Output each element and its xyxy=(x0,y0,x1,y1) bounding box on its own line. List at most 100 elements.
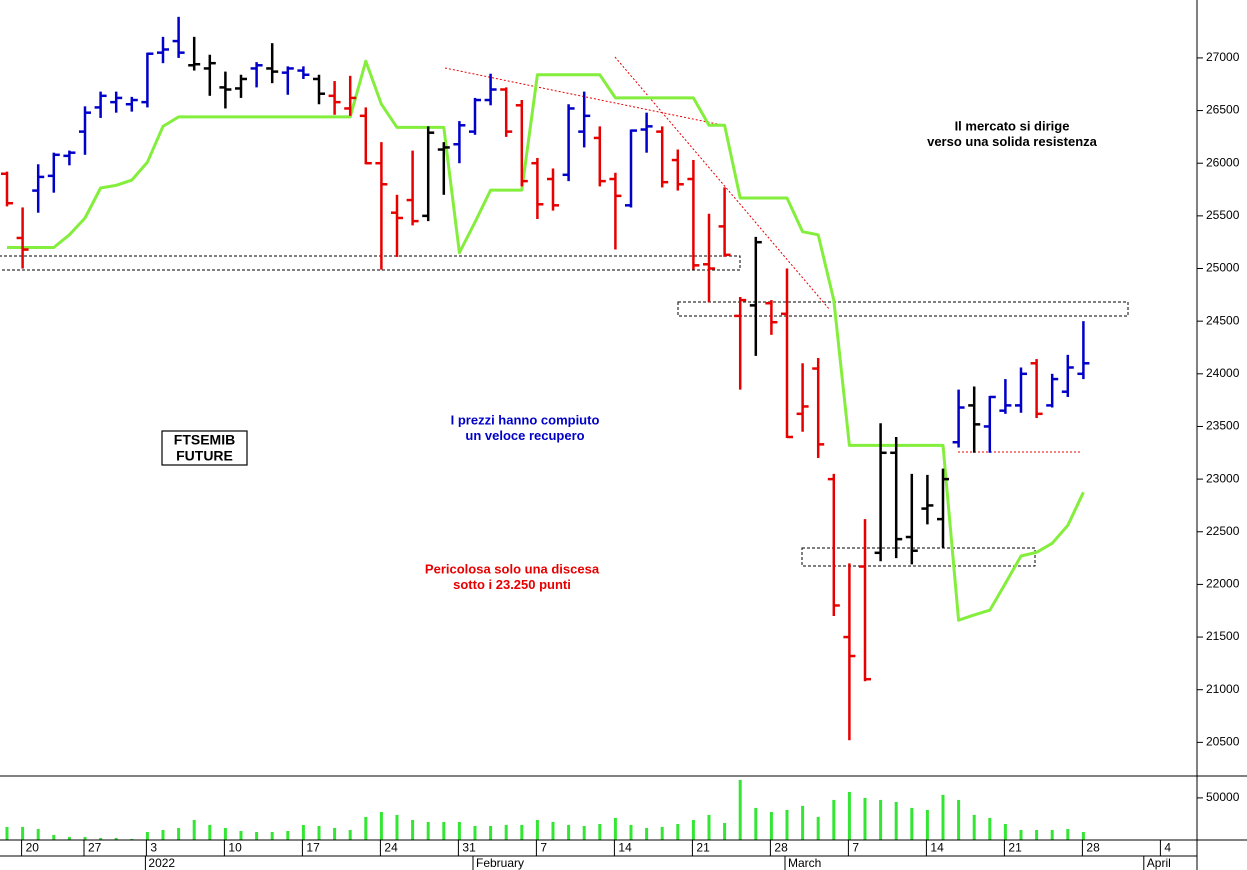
label-box-text: FTSEMIB xyxy=(174,432,235,448)
trend-line xyxy=(7,59,1085,622)
volume-bar xyxy=(894,801,898,840)
annotation: sotto i 23.250 punti xyxy=(453,577,571,592)
volume-bar xyxy=(364,816,368,840)
volume-bar xyxy=(270,832,274,840)
volume-bar xyxy=(489,825,493,840)
annotation: I prezzi hanno compiuto xyxy=(451,412,600,427)
volume-bar xyxy=(411,819,415,840)
volume-bar xyxy=(1050,829,1054,840)
volume-bar xyxy=(504,824,508,840)
volume-bar xyxy=(161,829,165,840)
volume-bar xyxy=(1081,832,1085,840)
volume-bar xyxy=(52,834,56,840)
volume-bar xyxy=(255,832,259,840)
y-tick-label: 24500 xyxy=(1206,313,1240,327)
volume-bar xyxy=(832,799,836,840)
volume-bar xyxy=(785,809,789,840)
y-tick-label: 23500 xyxy=(1206,419,1240,433)
volume-bar xyxy=(192,819,196,840)
volume-bar xyxy=(988,817,992,840)
volume-bar xyxy=(301,824,305,840)
x-tick-label: 7 xyxy=(852,841,859,855)
volume-bar xyxy=(863,797,867,840)
volume-bar xyxy=(317,825,321,840)
annotation: Pericolosa solo una discesa xyxy=(425,561,600,576)
volume-bar xyxy=(847,791,851,840)
volume-bar xyxy=(239,830,243,840)
y-tick-label: 23000 xyxy=(1206,471,1240,485)
volume-bar xyxy=(660,826,664,840)
y-tick-label: 22500 xyxy=(1206,524,1240,538)
volume-bar xyxy=(36,828,40,840)
volume-bar xyxy=(177,827,181,840)
y-tick-label: 21500 xyxy=(1206,629,1240,643)
volume-bar xyxy=(145,832,149,840)
volume-bar xyxy=(754,807,758,840)
volume-bar xyxy=(520,824,524,840)
volume-bar xyxy=(457,821,461,840)
volume-bar xyxy=(473,825,477,840)
x-tick-label: 24 xyxy=(384,841,398,855)
support-resistance xyxy=(0,255,1129,567)
x-tick-label: 31 xyxy=(462,841,476,855)
annotation: un veloce recupero xyxy=(465,428,584,443)
volume-bar xyxy=(333,827,337,840)
x-tick-label: 28 xyxy=(1086,841,1100,855)
month-label: 2022 xyxy=(148,856,175,870)
volume-bar xyxy=(769,811,773,840)
volume-bar xyxy=(130,838,134,840)
volume-bar xyxy=(395,814,399,840)
label-box-text: FUTURE xyxy=(176,448,233,464)
volume-bar xyxy=(707,814,711,840)
volume-bar xyxy=(972,814,976,840)
volume-bar xyxy=(223,827,227,840)
volume-bar xyxy=(567,824,571,840)
volume-bar xyxy=(801,805,805,840)
volume-bar xyxy=(1035,829,1039,840)
x-tick-label: 10 xyxy=(228,841,242,855)
volume-layer xyxy=(5,779,1085,840)
volume-bar xyxy=(426,821,430,840)
volume-bar xyxy=(957,799,961,840)
volume-bar xyxy=(348,829,352,840)
x-tick-label: 7 xyxy=(540,841,547,855)
volume-bar xyxy=(442,821,446,840)
month-label: March xyxy=(788,856,821,870)
x-tick-label: 21 xyxy=(696,841,710,855)
y-tick-label: 21000 xyxy=(1206,682,1240,696)
x-tick-label: 27 xyxy=(88,841,102,855)
x-tick-label: 17 xyxy=(306,841,320,855)
annotation-layer: FTSEMIB FUTURE Il mercato si dirigeverso… xyxy=(161,118,1098,592)
volume-bar xyxy=(286,830,290,840)
volume-bar xyxy=(1003,824,1007,840)
volume-bar xyxy=(551,821,555,840)
trend-layer xyxy=(7,59,1085,622)
volume-bar xyxy=(925,809,929,840)
volume-bar xyxy=(5,826,9,840)
y-tick-label: 27000 xyxy=(1206,50,1240,64)
y-tick-label: 26000 xyxy=(1206,155,1240,169)
volume-bar xyxy=(99,837,103,840)
annotation: verso una solida resistenza xyxy=(927,134,1098,149)
volume-bar xyxy=(691,819,695,840)
volume-bar xyxy=(582,825,586,840)
volume-bar xyxy=(629,824,633,840)
month-label: February xyxy=(476,856,524,870)
volume-bar xyxy=(816,816,820,840)
volume-bar xyxy=(910,807,914,840)
volume-bar xyxy=(941,794,945,840)
volume-bar xyxy=(114,837,118,840)
volume-bar xyxy=(83,836,87,840)
resistance-zone xyxy=(677,301,1129,317)
volume-bar xyxy=(598,824,602,840)
label-box xyxy=(161,430,248,466)
x-tick-label: 28 xyxy=(774,841,788,855)
x-tick-label: 21 xyxy=(1008,841,1022,855)
volume-bar xyxy=(723,822,727,840)
support-zone xyxy=(0,255,741,271)
volume-bar xyxy=(645,827,649,840)
x-tick-label: 14 xyxy=(618,841,632,855)
x-tick-label: 20 xyxy=(26,841,40,855)
